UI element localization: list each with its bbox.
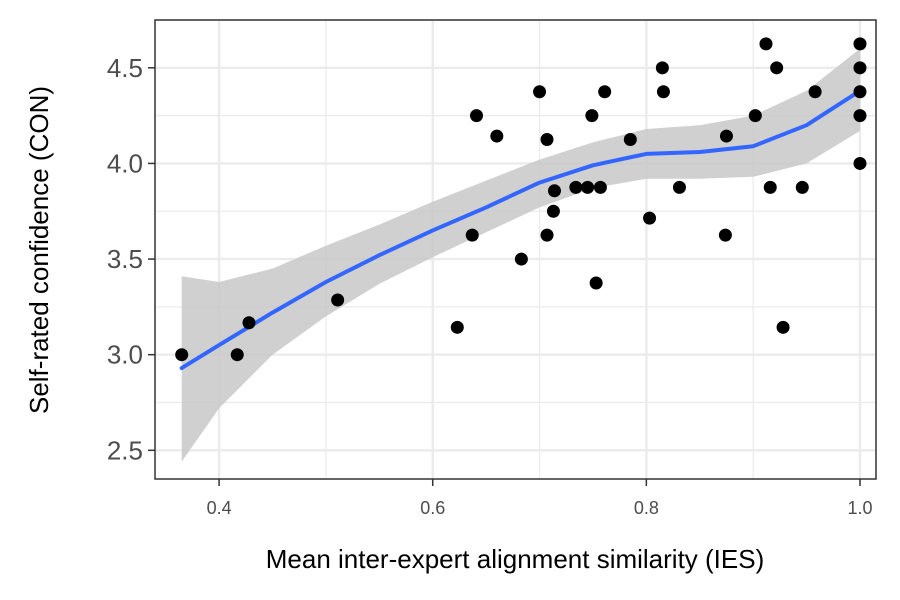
x-tick-label: 1.0 [847,498,872,518]
data-point [465,228,479,242]
data-point [643,211,657,225]
data-point [808,85,822,99]
axes: 0.4 0.6 0.8 1.0 2.5 3.0 3.5 4.0 4.5 [107,53,873,518]
data-point [593,180,607,194]
panel-border [154,19,877,480]
data-point [598,85,612,99]
data-point [490,129,504,143]
data-point [546,204,560,218]
data-point [581,180,595,194]
data-point [547,184,561,198]
smooth-trend-line [179,88,862,371]
y-tick-label: 2.5 [107,435,143,465]
data-point [672,180,686,194]
data-points [175,37,867,362]
data-point [776,320,790,334]
smooth-line-layer [179,88,862,371]
data-point [585,109,599,123]
data-point [853,109,867,123]
data-point [540,133,554,147]
x-tick-label: 0.6 [420,498,445,518]
x-tick-label: 0.8 [634,498,659,518]
data-point [853,61,867,75]
data-point [589,276,603,290]
data-point [242,316,256,330]
data-point [540,228,554,242]
data-point [569,180,583,194]
data-point [230,348,244,362]
data-point [853,156,867,170]
y-tick-label: 4.5 [107,53,143,83]
data-point [450,320,464,334]
x-tick-label: 0.4 [207,498,232,518]
data-point [514,252,528,266]
x-axis-title: Mean inter-expert alignment similarity (… [266,544,765,574]
y-tick-label: 3.0 [107,340,143,370]
data-point [175,348,189,362]
data-point [759,37,773,51]
y-tick-label: 4.0 [107,148,143,178]
data-point [853,85,867,99]
data-point [748,109,762,123]
data-point [719,129,733,143]
data-point [718,228,732,242]
data-point [763,180,777,194]
data-point [770,61,784,75]
y-axis-title: Self-rated confidence (CON) [24,86,54,414]
data-point [853,37,867,51]
y-tick-label: 3.5 [107,244,143,274]
data-point [795,180,809,194]
data-point [623,133,637,147]
data-point [533,85,547,99]
data-point [331,293,345,307]
data-point [656,85,670,99]
data-point [470,109,484,123]
data-point [655,61,669,75]
